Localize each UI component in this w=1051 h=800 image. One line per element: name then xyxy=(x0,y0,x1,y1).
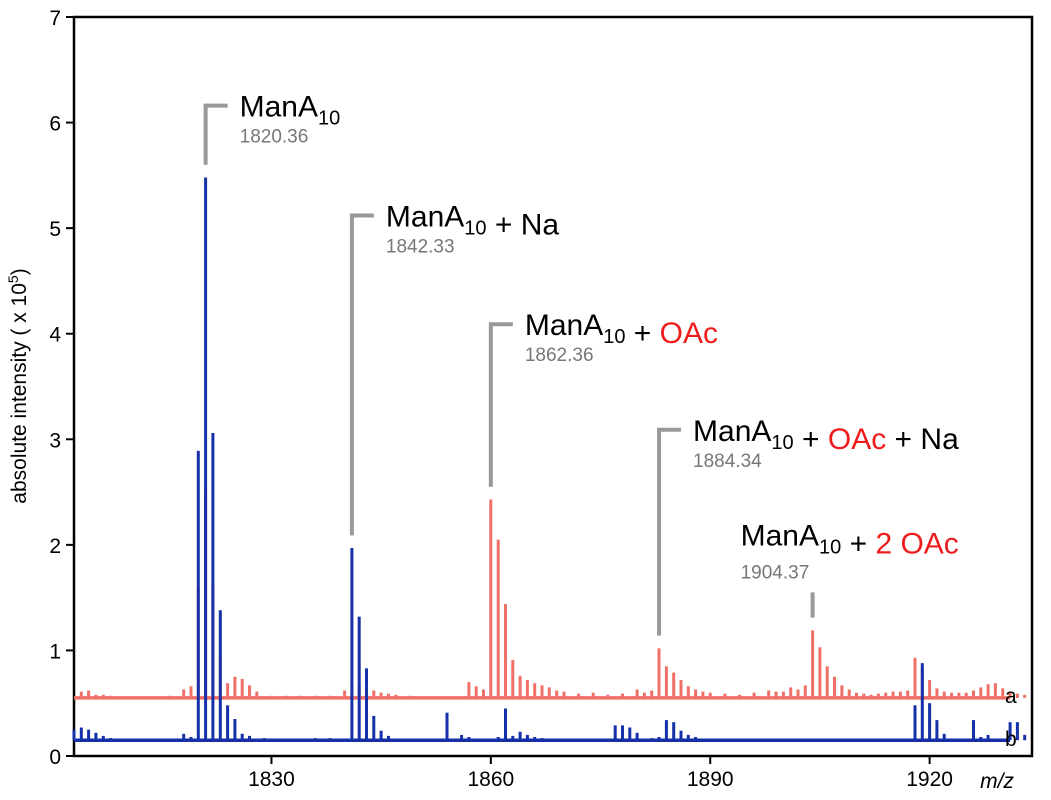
leader-line-2 xyxy=(488,322,513,487)
leader-line-0 xyxy=(203,103,228,165)
leader-line-1 xyxy=(349,213,374,536)
peak-mass-1: 1842.33 xyxy=(386,236,455,257)
peak-mass-3: 1884.34 xyxy=(693,451,762,472)
y-axis-title: absolute intensity ( x 105) xyxy=(5,268,31,503)
peak-mass-2: 1862.36 xyxy=(525,345,594,366)
peak-mass-0: 1820.36 xyxy=(240,127,309,148)
peak-label-1: ManA10 + Na xyxy=(386,200,559,241)
x-tick-label-1: 1860 xyxy=(467,768,514,791)
x-axis-title: m/z xyxy=(980,770,1014,793)
peak-label-3: ManA10 + OAc + Na xyxy=(693,415,959,456)
leader-line-3 xyxy=(657,427,682,636)
series-b xyxy=(72,177,1027,742)
peak-label-2: ManA10 + OAc xyxy=(525,309,718,350)
series-label-a: a xyxy=(1005,685,1017,708)
x-tick-label-0: 1830 xyxy=(248,768,295,791)
series-a xyxy=(74,488,1027,700)
y-tick-label-7: 7 xyxy=(49,7,61,30)
y-tick-label-4: 4 xyxy=(49,324,61,347)
y-tick-label-0: 0 xyxy=(49,746,61,769)
y-tick-label-6: 6 xyxy=(49,113,61,136)
y-tick-label-1: 1 xyxy=(49,640,61,663)
x-tick-label-2: 1890 xyxy=(687,768,734,791)
peak-label-0: ManA10 xyxy=(240,91,341,130)
peak-mass-4: 1904.37 xyxy=(741,562,810,583)
x-tick-label-3: 1920 xyxy=(906,768,953,791)
plot-frame xyxy=(72,15,1034,758)
axes: 0 1 2 3 4 5 6 7 1830 1860 1890 1920 xyxy=(49,7,953,791)
series-label-b: b xyxy=(1005,728,1017,751)
y-tick-label-3: 3 xyxy=(49,429,61,452)
y-tick-label-2: 2 xyxy=(49,535,61,558)
peak-label-4: ManA10 + 2 OAc xyxy=(741,519,959,560)
y-tick-label-5: 5 xyxy=(49,218,61,241)
